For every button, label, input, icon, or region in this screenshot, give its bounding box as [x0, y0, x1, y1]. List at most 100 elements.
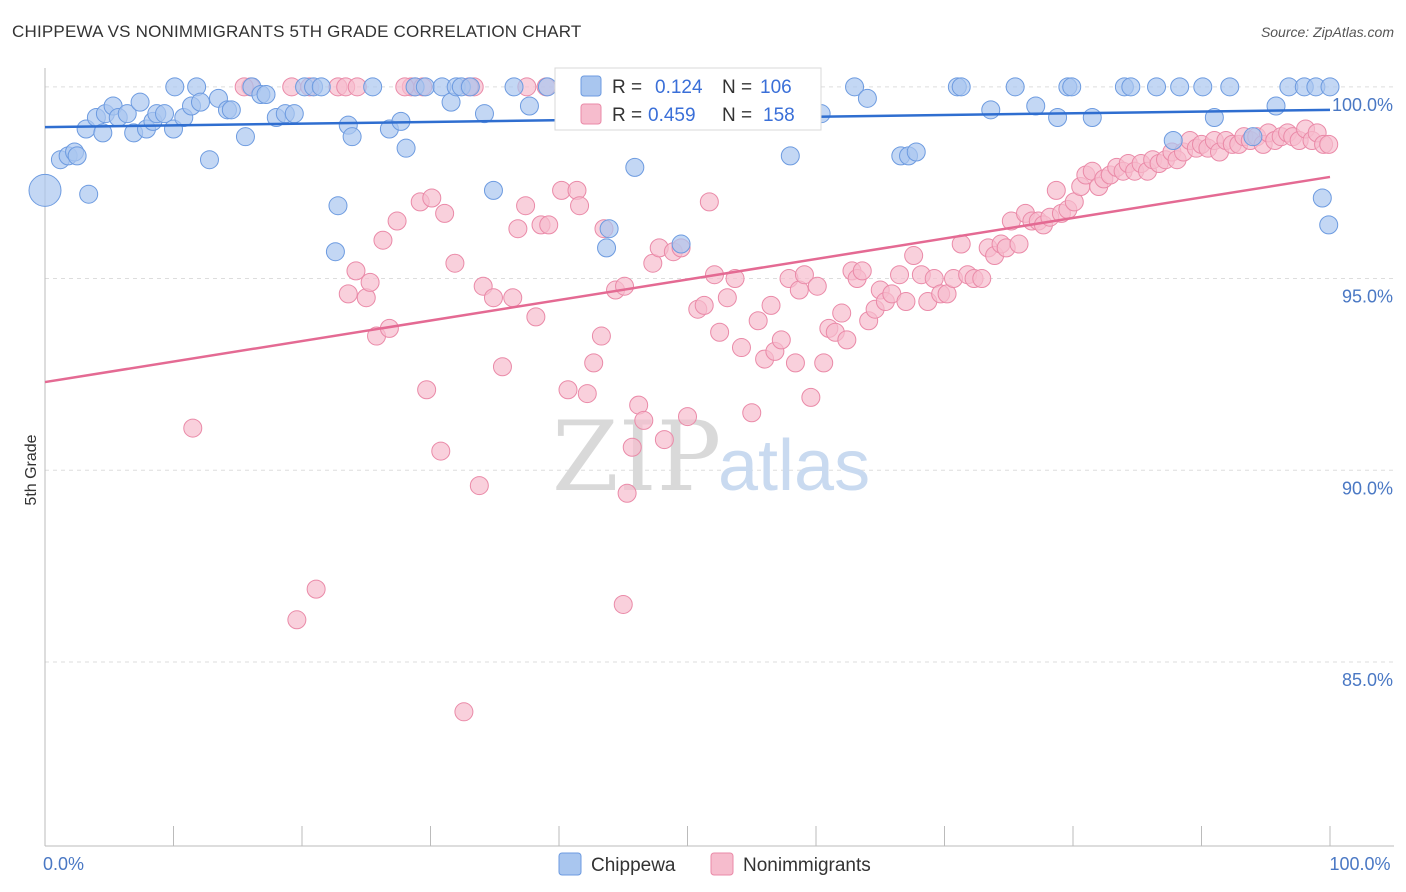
legend-swatch-chippewa	[580, 75, 602, 97]
chippewa-point-97	[1312, 188, 1332, 208]
nonimmigrants-point-23	[445, 253, 465, 273]
chippewa-point-86	[1147, 77, 1167, 97]
chippewa-point-85	[1121, 77, 1141, 97]
chippewa-point-92	[1243, 127, 1263, 147]
chippewa-point-14	[130, 92, 150, 112]
chippewa-point-90	[1204, 108, 1224, 128]
chippewa-point-56	[504, 77, 524, 97]
nonimmigrants-point-3	[287, 610, 307, 630]
nonimmigrants-point-8	[338, 284, 358, 304]
nonimmigrants-point-41	[591, 326, 611, 346]
chippewa-point-80	[1048, 108, 1068, 128]
legend-r-value-chippewa: 0.124	[655, 77, 703, 98]
chippewa-point-38	[311, 77, 331, 97]
nonimmigrants-point-53	[678, 407, 697, 427]
nonimmigrants-points	[183, 77, 1339, 722]
nonimmigrants-point-29	[503, 288, 523, 308]
chippewa-point-0	[28, 173, 62, 207]
nonimmigrants-point-69	[785, 353, 805, 373]
nonimmigrants-point-20	[422, 188, 442, 208]
bottom-legend-swatch-chippewa	[558, 852, 582, 876]
legend-n-value-nonimmigrants: 158	[763, 105, 795, 126]
nonimmigrants-point-88	[896, 292, 916, 312]
chippewa-point-4	[67, 146, 87, 166]
nonimmigrants-point-47	[634, 410, 654, 430]
y-tick-label-3: 100.0%	[1332, 95, 1393, 115]
nonimmigrants-point-21	[431, 441, 451, 461]
y-tick-labels: 85.0% 90.0% 95.0% 100.0%	[1332, 95, 1393, 690]
top-legend: R = 0.124 N = 106 R = 0.459 N = 158	[554, 67, 822, 131]
chippewa-point-46	[396, 138, 416, 158]
nonimmigrants-point-58	[710, 322, 730, 342]
nonimmigrants-point-22	[435, 203, 455, 223]
gridlines	[45, 86, 1394, 663]
y-tick-label-0: 85.0%	[1342, 670, 1393, 690]
nonimmigrants-point-72	[801, 387, 821, 407]
chippewa-point-8	[93, 123, 113, 143]
chippewa-point-32	[256, 85, 276, 105]
legend-n-label-nonimmigrants: N =	[722, 105, 752, 126]
watermark-atlas: atlas	[718, 426, 870, 506]
nonimmigrants-point-56	[699, 192, 719, 212]
chippewa-point-25	[199, 150, 219, 170]
chippewa-point-40	[328, 196, 348, 216]
nonimmigrants-point-63	[748, 311, 768, 331]
chippewa-point-99	[1320, 77, 1340, 97]
nonimmigrants-point-59	[717, 288, 737, 308]
chippewa-point-12	[117, 104, 137, 124]
source-credit: Source: ZipAtlas.com	[1260, 24, 1394, 40]
nonimmigrants-point-81	[852, 261, 872, 281]
chippewa-point-74	[906, 142, 926, 162]
nonimmigrants-point-78	[837, 330, 857, 350]
x-tick-labels: 0.0% 100.0%	[43, 854, 1391, 874]
nonimmigrants-point-11	[360, 272, 380, 292]
nonimmigrants-point-40	[584, 353, 604, 373]
chippewa-points	[28, 77, 1340, 262]
chippewa-point-39	[325, 242, 345, 262]
nonimmigrants-point-15	[387, 211, 407, 231]
nonimmigrants-point-27	[483, 288, 503, 308]
chippewa-point-78	[1005, 77, 1025, 97]
chippewa-point-88	[1170, 77, 1190, 97]
nonimmigrants-point-71	[794, 265, 814, 285]
bottom-legend-label-chippewa: Chippewa	[591, 855, 676, 876]
nonimmigrants-point-165	[613, 594, 633, 614]
nonimmigrants-point-167	[454, 702, 474, 722]
nonimmigrants-point-32	[526, 307, 546, 327]
chippewa-point-68	[780, 146, 800, 166]
chippewa-point-91	[1220, 77, 1240, 97]
bottom-legend-label-nonimmigrants: Nonimmigrants	[743, 855, 871, 876]
chippewa-point-58	[537, 77, 557, 97]
nonimmigrants-point-25	[469, 476, 489, 496]
chippewa-point-53	[460, 77, 480, 97]
chippewa-point-89	[1193, 77, 1213, 97]
y-axis-label: 5th Grade	[23, 434, 40, 505]
chippewa-point-54	[474, 104, 494, 124]
chippewa-point-87	[1163, 131, 1183, 151]
nonimmigrants-point-45	[622, 437, 642, 457]
chippewa-point-35	[284, 104, 304, 124]
chippewa-point-77	[981, 100, 1001, 120]
chippewa-point-60	[599, 219, 619, 239]
nonimmigrants-point-50	[654, 430, 674, 450]
y-tick-label-2: 95.0%	[1342, 287, 1393, 307]
chippewa-point-43	[363, 77, 383, 97]
nonimmigrants-point-166	[617, 483, 637, 503]
legend-n-label-chippewa: N =	[722, 77, 752, 98]
nonimmigrants-point-34	[539, 215, 559, 235]
legend-r-value-nonimmigrants: 0.459	[648, 105, 696, 126]
chippewa-point-79	[1026, 96, 1046, 116]
chippewa-point-82	[1062, 77, 1082, 97]
bottom-legend: Chippewa Nonimmigrants	[558, 852, 871, 876]
nonimmigrants-point-30	[508, 219, 528, 239]
chippewa-point-55	[483, 180, 503, 200]
nonimmigrants-point-67	[771, 330, 791, 350]
nonimmigrants-point-61	[731, 338, 751, 358]
chippewa-point-29	[235, 127, 255, 147]
chippewa-point-71	[857, 88, 877, 108]
nonimmigrants-point-36	[558, 380, 578, 400]
nonimmigrants-point-60	[725, 269, 745, 289]
nonimmigrants-point-111	[1046, 180, 1066, 200]
chippewa-point-83	[1082, 108, 1102, 128]
